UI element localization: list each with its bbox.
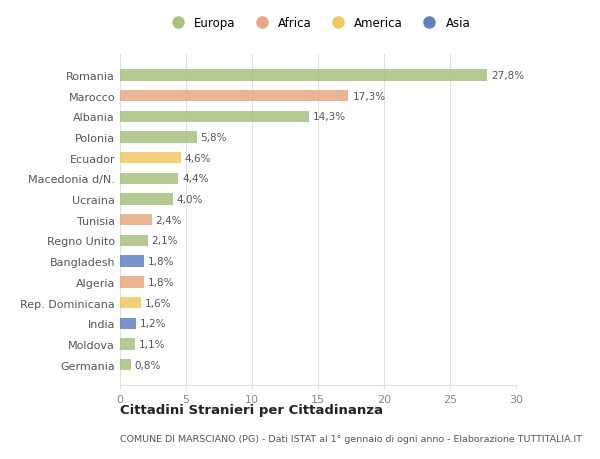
Text: 1,2%: 1,2%	[140, 319, 166, 329]
Text: 1,8%: 1,8%	[148, 277, 174, 287]
Text: Cittadini Stranieri per Cittadinanza: Cittadini Stranieri per Cittadinanza	[120, 403, 383, 416]
Bar	[120, 132, 197, 143]
Bar	[120, 153, 181, 164]
Text: 2,1%: 2,1%	[152, 236, 178, 246]
Text: 27,8%: 27,8%	[491, 71, 524, 81]
Text: COMUNE DI MARSCIANO (PG) - Dati ISTAT al 1° gennaio di ogni anno - Elaborazione : COMUNE DI MARSCIANO (PG) - Dati ISTAT al…	[120, 434, 582, 442]
Text: 2,4%: 2,4%	[155, 215, 182, 225]
Bar	[120, 91, 349, 102]
Text: 4,4%: 4,4%	[182, 174, 209, 184]
Bar	[120, 359, 131, 370]
Bar	[120, 70, 487, 81]
Bar	[120, 318, 136, 329]
Text: 17,3%: 17,3%	[352, 91, 385, 101]
Bar	[120, 235, 148, 246]
Bar	[120, 277, 144, 288]
Bar	[120, 339, 134, 350]
Bar	[120, 112, 309, 123]
Text: 0,8%: 0,8%	[134, 360, 161, 370]
Text: 1,1%: 1,1%	[139, 339, 165, 349]
Text: 4,6%: 4,6%	[185, 153, 211, 163]
Bar	[120, 194, 173, 205]
Text: 4,0%: 4,0%	[177, 195, 203, 205]
Bar	[120, 215, 152, 226]
Text: 14,3%: 14,3%	[313, 112, 346, 122]
Bar	[120, 174, 178, 185]
Text: 1,6%: 1,6%	[145, 298, 172, 308]
Bar	[120, 297, 141, 308]
Text: 5,8%: 5,8%	[200, 133, 227, 143]
Bar	[120, 256, 144, 267]
Legend: Europa, Africa, America, Asia: Europa, Africa, America, Asia	[163, 15, 473, 33]
Text: 1,8%: 1,8%	[148, 257, 174, 267]
